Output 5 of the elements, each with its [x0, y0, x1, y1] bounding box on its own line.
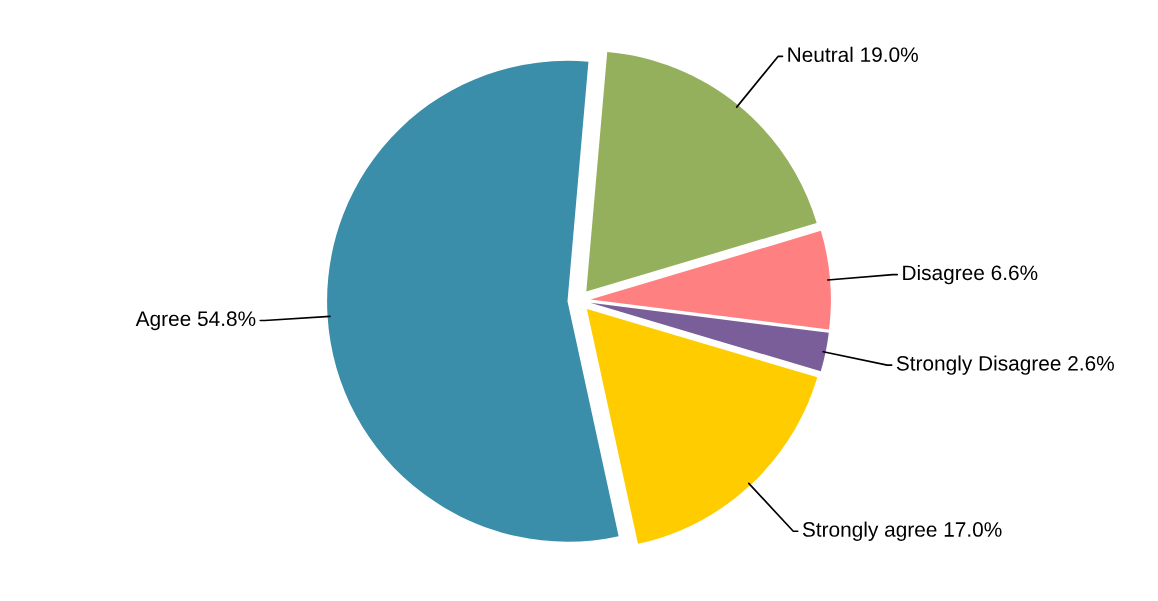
slice-label: Neutral 19.0%: [788, 46, 918, 63]
slice-label: Strongly agree 17.0%: [802, 521, 1002, 541]
slice-label: Agree 54.8%: [135, 311, 256, 331]
slice-label: Strongly Disagree 2.6%: [896, 355, 1114, 375]
slice-label: Disagree 6.6%: [903, 264, 1038, 285]
